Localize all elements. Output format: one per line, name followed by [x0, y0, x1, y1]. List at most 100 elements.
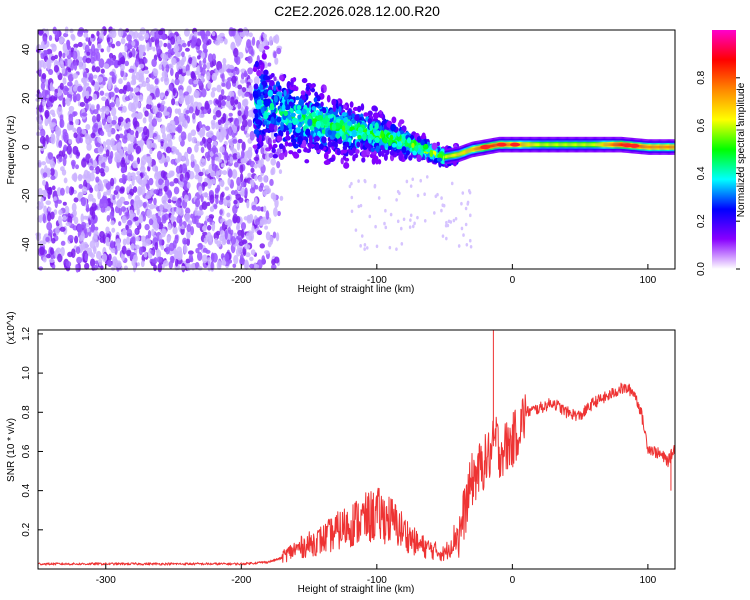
- sparse-cell: [466, 202, 470, 206]
- spectral-cell: [452, 154, 454, 157]
- sparse-cell: [375, 244, 379, 249]
- noise-cell: [245, 252, 251, 258]
- noise-cell: [196, 251, 203, 261]
- noise-cell: [134, 228, 139, 235]
- noise-cell: [84, 253, 89, 262]
- noise-cell: [161, 70, 168, 79]
- noise-cell: [177, 250, 183, 259]
- noise-cell: [221, 82, 226, 87]
- spectral-cell: [477, 147, 479, 150]
- spectral-cell: [564, 143, 566, 146]
- spectral-cell: [355, 149, 360, 154]
- noise-cell: [253, 76, 260, 85]
- noise-cell: [44, 90, 51, 95]
- noise-cell: [98, 258, 103, 267]
- noise-cell: [166, 133, 173, 142]
- noise-cell: [160, 170, 166, 179]
- noise-cell: [220, 88, 225, 96]
- noise-cell: [181, 42, 187, 48]
- noise-cell: [116, 199, 122, 208]
- noise-cell: [171, 196, 178, 202]
- spectral-cell: [295, 109, 302, 115]
- spectral-cell: [337, 138, 343, 145]
- spectral-cell: [588, 143, 590, 146]
- spectral-cell: [305, 128, 311, 136]
- noise-cell: [129, 87, 134, 93]
- noise-cell: [61, 65, 66, 75]
- spectral-cell: [531, 143, 533, 146]
- noise-cell: [97, 38, 103, 43]
- noise-cell: [186, 223, 192, 233]
- noise-cell: [190, 153, 195, 163]
- spectral-cell: [474, 147, 476, 151]
- noise-cell: [151, 29, 155, 38]
- spectral-cell: [263, 100, 270, 107]
- noise-cell: [206, 231, 212, 240]
- noise-cell: [153, 133, 157, 138]
- spectral-cell: [272, 154, 278, 159]
- spectral-cell: [343, 162, 350, 169]
- noise-cell: [227, 77, 233, 82]
- noise-cell: [138, 214, 144, 224]
- noise-cell: [187, 132, 192, 142]
- noise-cell: [50, 55, 56, 61]
- noise-cell: [151, 118, 158, 127]
- noise-cell: [204, 100, 210, 111]
- noise-cell: [85, 57, 92, 64]
- sparse-cell: [350, 209, 354, 214]
- noise-cell: [202, 247, 208, 253]
- spectral-cell: [288, 101, 293, 107]
- spectral-cell: [507, 143, 509, 146]
- spectral-cell: [616, 143, 618, 146]
- spectral-cell: [253, 83, 259, 90]
- spectral-cell: [327, 129, 333, 136]
- spectral-cell: [271, 147, 276, 154]
- noise-cell: [180, 59, 185, 66]
- spectral-cell: [326, 94, 331, 103]
- noise-cell: [79, 137, 83, 144]
- noise-cell: [115, 185, 121, 192]
- noise-cell: [131, 74, 137, 82]
- noise-cell: [164, 90, 169, 97]
- noise-cell: [44, 117, 49, 127]
- spectral-cell: [300, 90, 306, 96]
- noise-cell: [72, 50, 78, 60]
- spectral-cell: [303, 148, 310, 153]
- sparse-cell: [411, 224, 415, 229]
- noise-cell: [57, 215, 62, 225]
- spectral-cell: [375, 145, 380, 153]
- spectral-cell: [643, 145, 645, 149]
- noise-cell: [50, 43, 56, 48]
- spectral-cell: [252, 144, 258, 149]
- noise-cell: [145, 103, 152, 110]
- spectral-cell: [308, 141, 312, 150]
- noise-cell: [80, 196, 86, 207]
- spectral-cell: [509, 143, 511, 146]
- noise-cell: [56, 106, 63, 116]
- spectral-cell: [383, 153, 388, 161]
- noise-cell: [211, 72, 218, 81]
- noise-cell: [195, 247, 200, 254]
- noise-cell: [106, 45, 111, 53]
- noise-cell: [145, 78, 151, 83]
- noise-cell: [40, 40, 45, 51]
- spectral-cell: [568, 143, 570, 146]
- noise-cell: [239, 253, 244, 262]
- noise-cell: [105, 236, 110, 244]
- noise-cell: [245, 133, 250, 138]
- spectral-cell: [377, 159, 382, 165]
- noise-cell: [151, 214, 157, 221]
- noise-cell: [211, 221, 216, 232]
- noise-cell: [61, 169, 67, 176]
- noise-cell: [197, 80, 203, 86]
- noise-cell: [201, 201, 208, 210]
- spectral-cell: [565, 143, 567, 146]
- spectral-cell: [296, 104, 302, 110]
- spectral-cell: [449, 154, 451, 158]
- noise-cell: [90, 104, 95, 111]
- noise-cell: [186, 238, 191, 246]
- spectral-cell: [374, 106, 378, 112]
- spectral-cell: [550, 143, 552, 146]
- noise-cell: [94, 165, 101, 175]
- noise-cell: [273, 207, 278, 217]
